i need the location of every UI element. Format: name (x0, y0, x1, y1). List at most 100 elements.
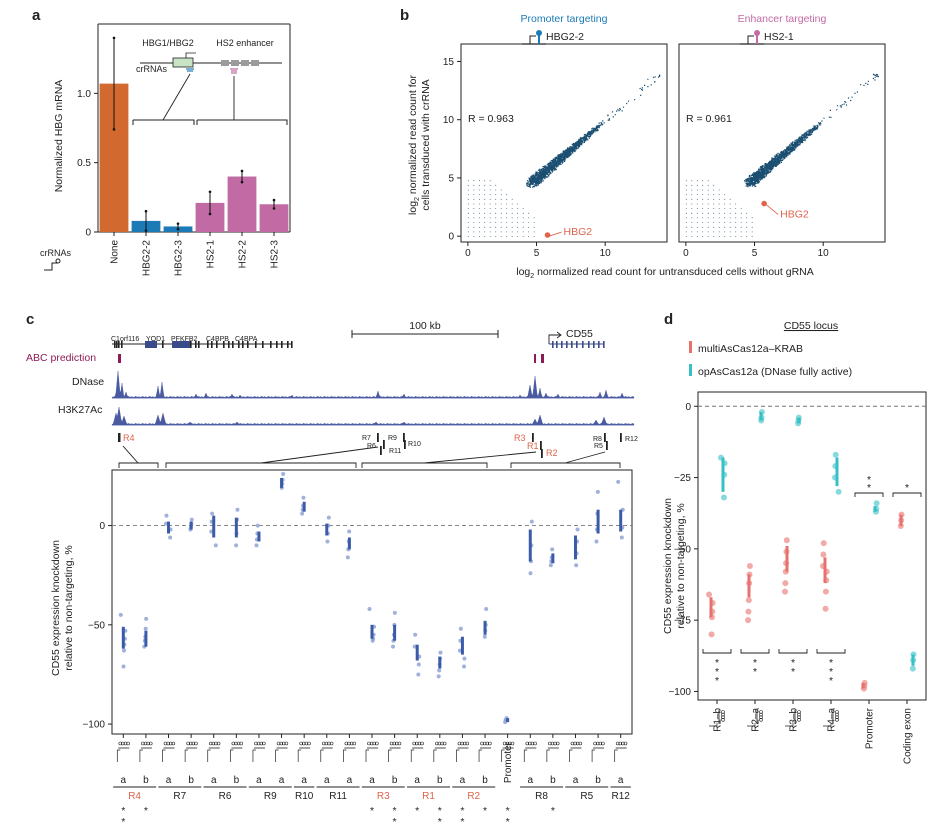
c-crrna-promoter-2 (162, 749, 166, 762)
d-crrna-array-icon-0 (709, 710, 725, 727)
c-point-14-4 (436, 674, 441, 679)
c-group-label-R12: R12 (612, 791, 631, 802)
d-xtick-label-3: R4–a (827, 708, 838, 732)
c-crrna-array-icon-12 (388, 741, 402, 762)
b-ytick-label-3: 15 (443, 57, 455, 68)
d-bottom-star-3-0: * (829, 657, 833, 669)
c-crrna-loop-8-2 (304, 741, 309, 746)
gene-exon-18 (211, 341, 213, 348)
c-crrna-loop-6-1 (256, 741, 261, 746)
c-crrna-loop-1-3 (148, 741, 153, 746)
gene-exons (114, 341, 605, 348)
b-highlight-label-0: HBG2 (564, 226, 593, 238)
region-mark-r6 (383, 440, 385, 449)
legend-label-op: opAsCas12a (DNase fully active) (698, 366, 852, 378)
c-crrna-array-icon-9 (320, 741, 334, 762)
region-mark-r11 (380, 446, 382, 455)
c-crrna-promoter-9 (320, 749, 324, 762)
d-point-krab-1-5 (745, 617, 752, 624)
track-label-abc: ABC prediction (26, 352, 96, 364)
c-star2-12: * (393, 816, 397, 828)
c-crrna-array-icon-4 (207, 741, 221, 762)
c-crrna-promoter-18 (523, 749, 528, 762)
c-group-label-R4: R4 (128, 791, 141, 802)
a-errorcap-bottom-HS2-2 (240, 180, 244, 184)
region-label-r5: R5 (594, 443, 603, 450)
panel-letter-a: a (32, 7, 41, 24)
c-crrna-loop-12-2 (395, 741, 399, 746)
c-point-15-0 (458, 626, 463, 631)
c-crrna-loop-14-3 (442, 741, 447, 746)
c-point-18-3 (528, 571, 533, 576)
c-sub-label-9: a (324, 775, 330, 786)
d-crrna-loop-1-2 (759, 715, 763, 720)
c-group-label-R2: R2 (467, 791, 480, 802)
a-errorcap-top-HBG2-3 (176, 222, 180, 225)
c-crrna-promoter-12 (388, 749, 392, 762)
inset-crrnas-label: crRNAs (136, 64, 167, 74)
c-crrna-loop-22-0 (615, 741, 620, 746)
b-highlight-point-0 (544, 232, 551, 238)
a-xtick-label-HS2-2: HS2-2 (238, 240, 249, 269)
d-point-krab-1-3 (745, 597, 752, 604)
c-point-4-0 (210, 511, 215, 516)
c-group-label-R8: R8 (535, 791, 548, 802)
b-ytick-label-1: 5 (448, 173, 454, 184)
c-star2-0: * (121, 816, 125, 828)
gene-exon-23 (238, 341, 240, 348)
c-crrna-promoter-8 (297, 749, 302, 762)
c-crrna-loop-0-3 (126, 741, 130, 746)
d-bottom-star-0-1: * (715, 666, 719, 678)
c-crrna-loop-11-0 (367, 741, 371, 746)
c-crrna-promoter-5 (229, 749, 234, 762)
b-highlight-label-1: HBG2 (780, 209, 809, 221)
c-sub-label-1: b (143, 775, 149, 786)
d-top-bracket-1 (892, 492, 922, 497)
gene-exon-29 (276, 341, 278, 348)
c-point-13-4 (416, 672, 421, 677)
c-crrna-loop-13-1 (415, 741, 419, 746)
b-xtick-label-1-2: 10 (818, 248, 830, 259)
c-crrna-loop-19-1 (550, 741, 555, 746)
c-group-label-R6: R6 (219, 791, 232, 802)
c-crrna-loop-4-1 (211, 741, 216, 746)
panel-d-title: CD55 locus (784, 320, 838, 332)
c-crrna-loop-19-2 (553, 741, 557, 746)
d-crrna-array-icon-2 (785, 710, 801, 727)
c-star-14: * (438, 805, 442, 817)
a-ytick-label-2: 1.0 (77, 89, 91, 100)
panel-c-ylabel-line2: relative to non-targeting, % (63, 545, 75, 671)
gene-exon-19 (216, 341, 218, 348)
c-crrna-loop-12-1 (392, 741, 397, 746)
c-crrna-loop-3-3 (194, 741, 198, 746)
b-guide-tss-icon-0 (529, 35, 536, 44)
c-point-2-0 (164, 513, 169, 518)
d-point-krab-3-6 (822, 605, 829, 612)
d-ytick-label-1: −25 (674, 473, 691, 484)
a-xtick-label-HBG2-3: HBG2-3 (174, 240, 185, 277)
c-crrna-array-icon-2 (162, 741, 176, 762)
c-crrna-loop-5-2 (236, 741, 241, 746)
c-sub-label-11: a (369, 775, 375, 786)
c-point-1-1 (143, 626, 148, 631)
panel-c-genome-tracks: 100 kb C1orf116 YOD1 PFKFB2 C4BPB C4BPA … (26, 320, 638, 468)
c-sub-label-6: a (256, 775, 262, 786)
c-crrna-promoter-19 (546, 749, 550, 762)
region-mark-r1 (540, 441, 542, 450)
c-star-15: * (460, 805, 464, 817)
b-frame-0 (460, 43, 668, 243)
b-highlight-leader-0 (549, 231, 562, 237)
c-star-17: * (506, 805, 510, 817)
c-crrna-array-icon-14 (433, 741, 447, 762)
d-crrna-array-icon-3 (823, 710, 839, 727)
c-bracket-left-cluster (165, 462, 357, 468)
abc-peak-1 (118, 354, 121, 363)
c-crrna-array-icon-7 (275, 741, 289, 762)
c-crrna-loop-2-1 (166, 741, 170, 746)
region-mark-r8 (604, 433, 606, 442)
gene-exon-31 (287, 341, 289, 348)
c-crrna-loop-20-2 (575, 741, 580, 746)
b-xtick-label-0-2: 10 (600, 248, 612, 259)
c-crrna-loop-18-0 (525, 741, 530, 746)
